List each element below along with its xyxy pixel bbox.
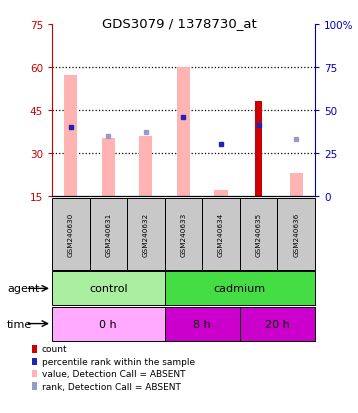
Text: agent: agent — [7, 284, 39, 294]
Text: 8 h: 8 h — [193, 319, 211, 329]
Text: control: control — [89, 284, 127, 294]
Bar — [64, 76, 77, 196]
Bar — [165, 272, 315, 306]
Text: cadmium: cadmium — [214, 284, 266, 294]
Bar — [277, 198, 315, 271]
Bar — [290, 173, 303, 196]
Text: GSM240634: GSM240634 — [218, 212, 224, 256]
Bar — [102, 139, 115, 196]
Text: GSM240632: GSM240632 — [143, 212, 149, 256]
Bar — [127, 198, 165, 271]
Bar — [139, 136, 153, 196]
Text: GSM240636: GSM240636 — [293, 212, 299, 256]
Bar — [52, 272, 165, 306]
Text: rank, Detection Call = ABSENT: rank, Detection Call = ABSENT — [42, 382, 180, 391]
Text: time: time — [7, 319, 33, 329]
Bar — [214, 190, 228, 196]
Bar — [52, 198, 90, 271]
Bar — [165, 198, 202, 271]
Bar — [240, 307, 315, 341]
Text: percentile rank within the sample: percentile rank within the sample — [42, 357, 195, 366]
Bar — [255, 102, 262, 196]
Text: GSM240633: GSM240633 — [180, 212, 187, 256]
Bar — [177, 68, 190, 196]
Bar — [240, 198, 277, 271]
Bar — [52, 307, 165, 341]
Bar — [90, 198, 127, 271]
Text: GSM240631: GSM240631 — [105, 212, 111, 256]
Text: count: count — [42, 344, 67, 354]
Text: GDS3079 / 1378730_at: GDS3079 / 1378730_at — [102, 17, 256, 29]
Text: GSM240630: GSM240630 — [68, 212, 74, 256]
Bar — [202, 198, 240, 271]
Text: value, Detection Call = ABSENT: value, Detection Call = ABSENT — [42, 369, 185, 378]
Text: 0 h: 0 h — [100, 319, 117, 329]
Text: 20 h: 20 h — [265, 319, 290, 329]
Text: GSM240635: GSM240635 — [256, 212, 262, 256]
Bar — [165, 307, 240, 341]
